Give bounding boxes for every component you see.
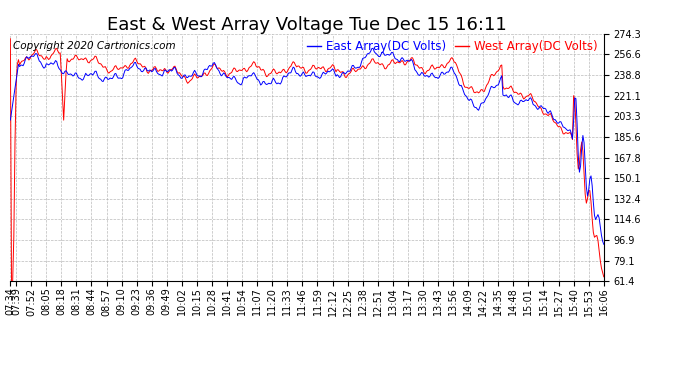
Legend: East Array(DC Volts), West Array(DC Volts): East Array(DC Volts), West Array(DC Volt… (307, 40, 598, 53)
Text: Copyright 2020 Cartronics.com: Copyright 2020 Cartronics.com (13, 41, 176, 51)
Title: East & West Array Voltage Tue Dec 15 16:11: East & West Array Voltage Tue Dec 15 16:… (107, 16, 507, 34)
